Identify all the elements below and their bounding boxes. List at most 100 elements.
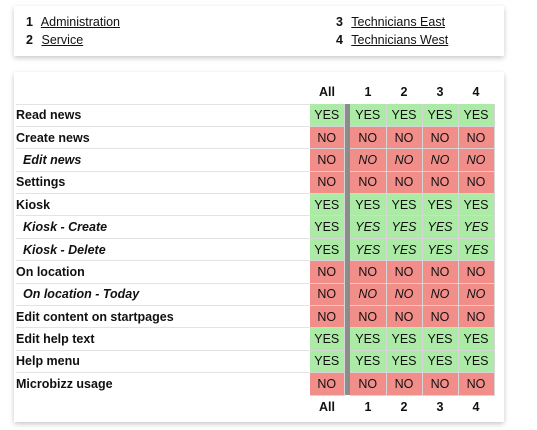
permission-toggle-all[interactable]: NO bbox=[310, 171, 345, 195]
column-separator bbox=[344, 238, 350, 261]
permission-toggle-group-3[interactable]: YES bbox=[422, 327, 459, 351]
permission-toggle-group-1[interactable]: NO bbox=[350, 171, 387, 195]
permission-name: Create news bbox=[16, 125, 310, 149]
permission-toggle-all[interactable]: NO bbox=[310, 305, 345, 329]
column-separator bbox=[344, 283, 350, 306]
permission-toggle-group-4[interactable]: NO bbox=[458, 148, 495, 172]
group-link-service[interactable]: Service bbox=[41, 33, 84, 47]
footer-spacer bbox=[16, 395, 310, 419]
permission-toggle-group-1[interactable]: YES bbox=[350, 193, 387, 217]
permission-toggle-group-3[interactable]: NO bbox=[422, 148, 459, 172]
permission-toggle-group-3[interactable]: NO bbox=[422, 260, 459, 284]
legend-item-1: 1 Administration bbox=[26, 15, 120, 29]
permission-toggle-group-4[interactable]: NO bbox=[458, 260, 495, 284]
header-row: All 1 2 3 4 bbox=[16, 80, 494, 104]
footer-header-3: 3 bbox=[436, 400, 444, 415]
permission-toggle-group-2[interactable]: YES bbox=[386, 327, 423, 351]
permission-toggle-all[interactable]: NO bbox=[310, 283, 345, 307]
permission-toggle-group-4[interactable]: NO bbox=[458, 171, 495, 195]
permission-toggle-group-3[interactable]: YES bbox=[422, 193, 459, 217]
permission-toggle-group-1[interactable]: NO bbox=[350, 126, 387, 150]
permission-toggle-group-2[interactable]: NO bbox=[386, 260, 423, 284]
permission-toggle-group-4[interactable]: NO bbox=[458, 283, 495, 307]
permission-toggle-group-4[interactable]: NO bbox=[458, 372, 495, 396]
permission-row: Edit news NO NO NO NO NO bbox=[16, 148, 495, 172]
permission-row: Kiosk - Create YES YES YES YES YES bbox=[16, 215, 495, 239]
permission-toggle-all[interactable]: NO bbox=[310, 372, 345, 396]
permission-toggle-all[interactable]: YES bbox=[310, 215, 345, 239]
permission-toggle-group-2[interactable]: NO bbox=[386, 148, 423, 172]
permission-toggle-group-4[interactable]: YES bbox=[458, 215, 495, 239]
permission-row: Microbizz usage NO NO NO NO NO bbox=[16, 372, 495, 396]
permission-toggle-group-2[interactable]: YES bbox=[386, 238, 423, 262]
permission-toggle-group-3[interactable]: NO bbox=[422, 305, 459, 329]
legend-number: 2 bbox=[26, 33, 33, 47]
permission-toggle-all[interactable]: YES bbox=[310, 193, 345, 217]
column-separator bbox=[344, 260, 350, 284]
permission-toggle-all[interactable]: YES bbox=[310, 327, 345, 351]
permission-toggle-group-2[interactable]: YES bbox=[386, 104, 423, 127]
footer-row: All 1 2 3 4 bbox=[16, 395, 494, 419]
group-link-technicians-west[interactable]: Technicians West bbox=[351, 33, 449, 47]
footer-header-4: 4 bbox=[472, 400, 480, 415]
permission-row: Settings NO NO NO NO NO bbox=[16, 170, 495, 195]
permission-toggle-group-1[interactable]: NO bbox=[350, 305, 387, 329]
permission-toggle-group-1[interactable]: YES bbox=[350, 350, 387, 374]
column-separator bbox=[344, 215, 350, 239]
permission-toggle-group-1[interactable]: YES bbox=[350, 238, 387, 262]
permission-toggle-group-2[interactable]: YES bbox=[386, 215, 423, 239]
permission-toggle-group-2[interactable]: NO bbox=[386, 126, 423, 150]
permission-toggle-group-1[interactable]: NO bbox=[350, 283, 387, 307]
group-link-technicians-east[interactable]: Technicians East bbox=[351, 15, 446, 29]
permission-toggle-group-3[interactable]: NO bbox=[422, 283, 459, 307]
group-link-administration[interactable]: Administration bbox=[40, 15, 120, 29]
column-separator bbox=[344, 193, 350, 216]
permission-toggle-group-1[interactable]: YES bbox=[350, 327, 387, 351]
group-legend: 1 Administration 2 Service 3 Technicians… bbox=[14, 6, 504, 56]
permission-name: Read news bbox=[16, 103, 310, 127]
permission-toggle-group-1[interactable]: YES bbox=[350, 215, 387, 239]
permission-toggle-all[interactable]: YES bbox=[310, 104, 345, 127]
permission-toggle-group-3[interactable]: NO bbox=[422, 171, 459, 195]
permission-toggle-group-4[interactable]: YES bbox=[458, 193, 495, 217]
permission-toggle-group-4[interactable]: YES bbox=[458, 327, 495, 351]
permission-toggle-group-4[interactable]: NO bbox=[458, 126, 495, 150]
permission-toggle-group-2[interactable]: NO bbox=[386, 305, 423, 329]
permission-row: Kiosk YES YES YES YES YES bbox=[16, 193, 495, 217]
permission-toggle-all[interactable]: NO bbox=[310, 148, 345, 172]
permission-name: Edit content on startpages bbox=[16, 305, 310, 328]
permission-toggle-group-2[interactable]: YES bbox=[386, 350, 423, 374]
permission-toggle-group-2[interactable]: YES bbox=[386, 193, 423, 217]
permission-toggle-group-4[interactable]: YES bbox=[458, 350, 495, 374]
permission-toggle-group-3[interactable]: YES bbox=[422, 238, 459, 262]
permission-toggle-all[interactable]: NO bbox=[310, 260, 345, 284]
legend-number: 4 bbox=[336, 33, 343, 47]
footer-header-all: All bbox=[319, 400, 335, 415]
column-header-3: 3 bbox=[436, 85, 444, 99]
permission-toggle-group-1[interactable]: YES bbox=[350, 104, 387, 127]
legend-number: 3 bbox=[336, 15, 343, 29]
column-separator bbox=[344, 104, 350, 127]
permission-toggle-group-2[interactable]: NO bbox=[386, 372, 423, 396]
permission-toggle-group-1[interactable]: NO bbox=[350, 372, 387, 396]
permission-toggle-all[interactable]: YES bbox=[310, 350, 345, 374]
permission-toggle-group-3[interactable]: NO bbox=[422, 126, 459, 150]
permission-row: On location - Today NO NO NO NO NO bbox=[16, 282, 495, 307]
permission-toggle-group-4[interactable]: YES bbox=[458, 238, 495, 262]
permission-toggle-all[interactable]: NO bbox=[310, 126, 345, 150]
permission-toggle-group-2[interactable]: NO bbox=[386, 283, 423, 307]
permission-toggle-group-4[interactable]: YES bbox=[458, 104, 495, 127]
permission-toggle-group-1[interactable]: NO bbox=[350, 148, 387, 172]
permission-toggle-group-2[interactable]: NO bbox=[386, 171, 423, 195]
permission-toggle-group-3[interactable]: YES bbox=[422, 350, 459, 374]
column-separator bbox=[344, 372, 350, 396]
column-separator bbox=[344, 305, 350, 328]
permission-toggle-group-3[interactable]: YES bbox=[422, 104, 459, 127]
permission-toggle-group-1[interactable]: NO bbox=[350, 260, 387, 284]
permission-name: Settings bbox=[16, 170, 310, 194]
permission-toggle-all[interactable]: YES bbox=[310, 238, 345, 262]
permission-toggle-group-3[interactable]: NO bbox=[422, 372, 459, 396]
permission-toggle-group-4[interactable]: NO bbox=[458, 305, 495, 329]
permission-row: Edit content on startpages NO NO NO NO NO bbox=[16, 305, 495, 329]
permission-toggle-group-3[interactable]: YES bbox=[422, 215, 459, 239]
